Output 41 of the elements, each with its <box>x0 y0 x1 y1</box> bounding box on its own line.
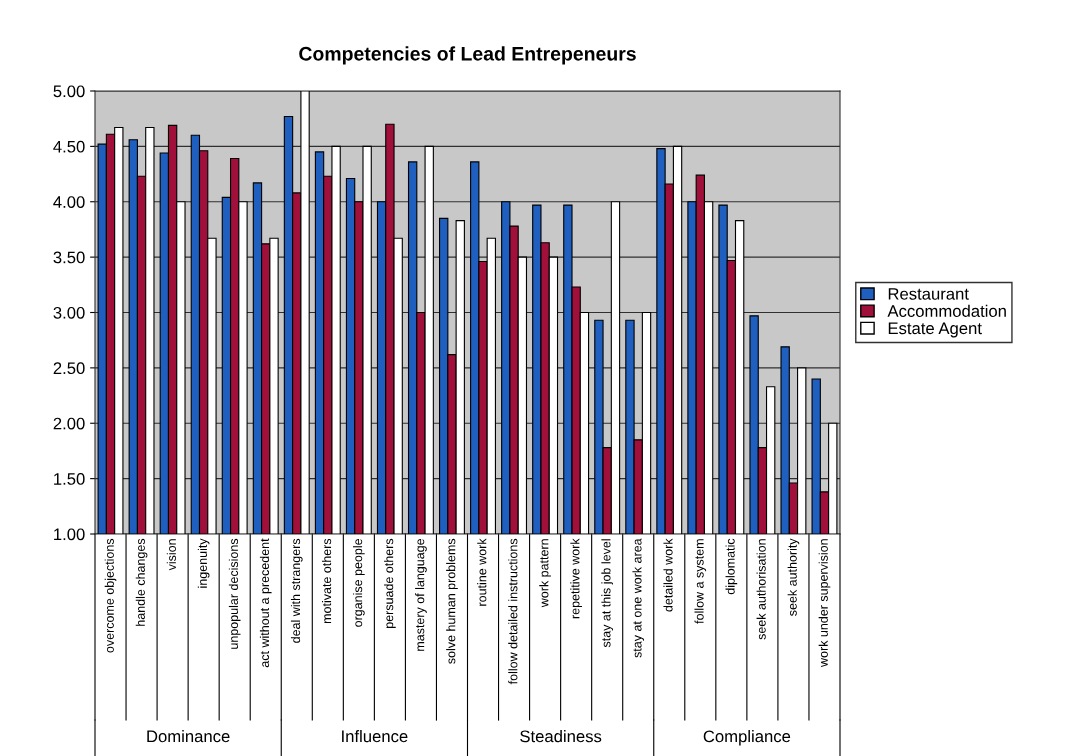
y-tick-label: 1.50 <box>54 473 85 485</box>
text: Compliance <box>703 730 791 746</box>
x-tick-label: overcome objections <box>104 538 117 653</box>
legend-label: Estate Agent <box>888 322 982 338</box>
x-tick-label: deal with strangers <box>290 538 303 643</box>
x-tick-label: repetitive work <box>570 538 582 619</box>
y-tick-label: 5.00 <box>53 85 85 98</box>
x-tick-label: unpopular decisions <box>228 538 241 649</box>
chart-title: Competencies of Lead Entrepeneurs <box>299 46 636 65</box>
x-tick-label: work pattern <box>539 539 551 608</box>
legend-label: Accommodation <box>887 304 1006 317</box>
x-tick-label: follow detailed instructions <box>508 538 518 685</box>
x-tick-label: handle changes <box>135 538 148 626</box>
x-tick-label: routine work <box>477 538 487 606</box>
x-tick-label: diplomatic <box>725 538 738 595</box>
x-tick-label: detailed work <box>663 538 673 612</box>
x-tick-label: stay at this job level <box>601 539 614 648</box>
x-tick-label: seek authority <box>787 538 800 616</box>
y-tick-label: 2.00 <box>53 417 85 430</box>
x-tick-label: ingenuity <box>197 538 210 588</box>
y-tick-label: 3.50 <box>53 251 85 264</box>
y-tick-label: 4.50 <box>53 140 85 153</box>
y-tick-label: 1.00 <box>54 528 85 541</box>
x-tick-label: motivate others <box>321 538 332 624</box>
legend-label: Restaurant <box>888 288 969 300</box>
y-tick-label: 3.00 <box>53 306 85 319</box>
x-tick-label: follow a system <box>694 539 707 624</box>
x-tick-label: seek authorisation <box>756 539 766 640</box>
text: Influence <box>342 730 408 743</box>
x-tick-label: solve human problems <box>446 538 458 664</box>
y-tick-label: 4.00 <box>53 196 85 208</box>
x-tick-label: organise people <box>353 538 365 627</box>
x-tick-label: vision <box>166 539 176 571</box>
x-tick-label: persuade others <box>384 538 396 628</box>
text: Steadiness <box>520 730 602 743</box>
x-tick-label: work under supervision <box>818 539 831 667</box>
y-tick-label: 2.50 <box>53 362 85 375</box>
x-tick-label: mastery of language <box>415 538 427 651</box>
text: Dominance <box>147 730 230 743</box>
x-tick-label: act without a precedent <box>259 538 272 668</box>
x-tick-label: stay at one work area <box>632 538 645 658</box>
